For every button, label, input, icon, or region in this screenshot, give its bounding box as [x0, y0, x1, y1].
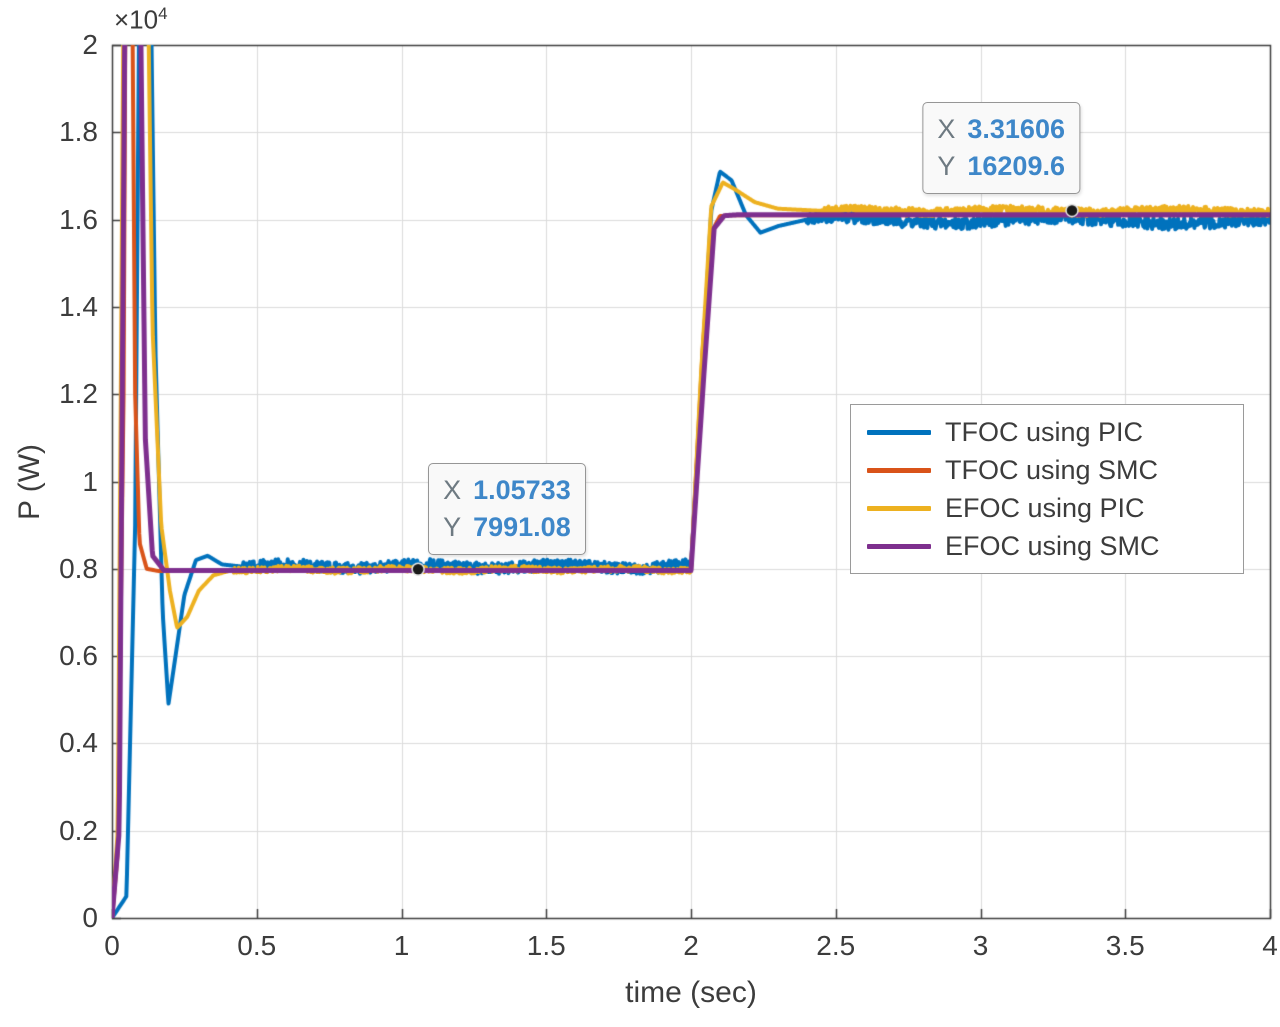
- x-tick-label: 2: [683, 930, 699, 961]
- y-tick-label: 0.2: [59, 814, 98, 846]
- y-tick-label: 1.8: [59, 116, 98, 148]
- y-tick-label: 1.6: [59, 203, 98, 235]
- y-tick-label: 0: [82, 902, 98, 933]
- y-tick-label: 2: [82, 29, 98, 60]
- datatip-value: 1.05733: [473, 475, 571, 506]
- x-axis-label: time (sec): [625, 976, 757, 1009]
- x-tick-label: 0: [104, 930, 120, 961]
- x-tick-label: 4: [1262, 930, 1278, 961]
- datatip-axis-letter: X: [937, 114, 956, 145]
- legend-item-label: TFOC using SMC: [945, 454, 1159, 485]
- datatip-value: 16209.6: [967, 151, 1065, 182]
- legend-item[interactable]: EFOC using PIC: [851, 489, 1243, 527]
- legend-line-swatch: [867, 505, 931, 511]
- y-tick-label: 0.4: [59, 727, 98, 759]
- legend-line-swatch: [867, 467, 931, 473]
- datatip-axis-letter: X: [443, 475, 462, 506]
- y-tick-label: 1: [82, 465, 98, 497]
- legend-line-swatch: [867, 429, 931, 435]
- legend-item-label: EFOC using PIC: [945, 492, 1145, 523]
- datatip-value: 3.31606: [967, 114, 1065, 145]
- datatip-x-row: X 3.31606: [937, 111, 1065, 148]
- legend[interactable]: TFOC using PIC TFOC using SMC EFOC using P…: [850, 404, 1244, 574]
- x-tick-label: 1.5: [526, 930, 566, 961]
- datatip-y-row: Y 16209.6: [937, 148, 1065, 185]
- datatip[interactable]: X 3.31606 Y 16209.6: [922, 102, 1080, 195]
- datatip[interactable]: X 1.05733 Y 7991.08: [428, 463, 586, 556]
- y-tick-label: 1.2: [59, 378, 98, 410]
- datatip-axis-letter: Y: [443, 512, 462, 543]
- datatip-value: 7991.08: [473, 512, 571, 543]
- x-tick-label: 2.5: [816, 930, 856, 961]
- legend-item-label: TFOC using PIC: [945, 416, 1144, 447]
- datatip-y-row: Y 7991.08: [443, 509, 571, 546]
- x-tick-label: 3: [972, 930, 989, 961]
- datatip-axis-letter: Y: [937, 151, 956, 182]
- y-tick-label: 0.8: [59, 552, 98, 584]
- y-axis-exponent-label: ×104: [114, 4, 168, 35]
- legend-item[interactable]: EFOC using SMC: [851, 527, 1243, 565]
- datatip-x-row: X 1.05733: [443, 472, 571, 509]
- legend-line-swatch: [867, 543, 931, 549]
- x-tick-label: 1: [393, 930, 410, 961]
- legend-item-label: EFOC using SMC: [945, 530, 1160, 561]
- y-tick-label: 1.4: [59, 290, 98, 322]
- legend-item[interactable]: TFOC using SMC: [851, 451, 1243, 489]
- x-tick-label: 3.5: [1105, 930, 1145, 961]
- y-tick-label: 0.6: [59, 640, 98, 672]
- legend-item[interactable]: TFOC using PIC: [851, 413, 1243, 451]
- x-tick-label: 0.5: [237, 930, 277, 961]
